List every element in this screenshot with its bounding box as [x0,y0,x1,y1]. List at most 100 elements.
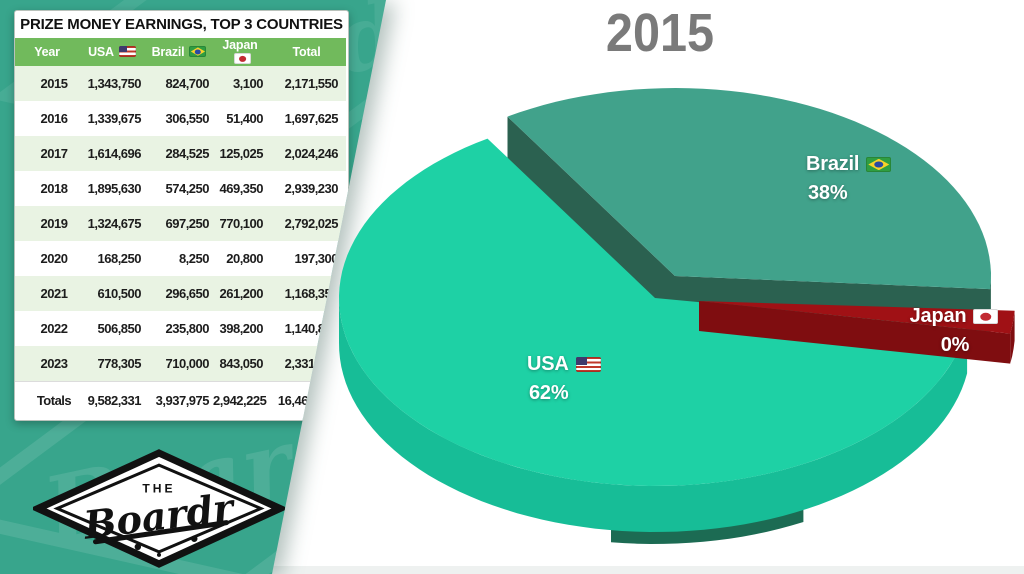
flag-usa-icon [118,46,136,57]
totals-value-cell: 9,582,331 [79,381,145,418]
year-cell: 2016 [40,111,68,126]
totals-label-cell: Totals [15,381,79,418]
table-row-2015: 2015 1,343,750 824,700 3,100 2,171,550 [15,66,346,101]
flag-brazil-icon [866,157,892,172]
year-cell: 2020 [40,251,68,266]
pie-label-brazil: Brazil 38% [806,150,916,208]
column-header-brazil: Brazil [145,38,213,66]
year-cell: 2019 [15,206,79,241]
skateboard-wheel-icon [191,535,198,542]
column-header-label: Year [34,45,60,59]
value-cell: 843,050 [213,346,267,382]
pie-label-name: USA [527,350,637,379]
table-row-2019: 2019 1,324,675 697,250 770,100 2,792,025 [15,206,346,241]
value-cell: 610,500 [79,276,145,311]
boardr-logo: THE Boardr [33,449,285,568]
logo-diamond-inner [53,463,265,554]
value-cell: 168,250 [97,251,142,266]
totals-value-cell: 2,942,225 [213,381,267,418]
pie-slice-japan-cut-face [699,301,1011,364]
logo-dot [156,552,162,557]
value-cell: 125,025 [213,136,267,171]
value-cell: 2,939,230 [284,181,339,196]
value-cell: 574,250 [165,181,210,196]
value-cell: 469,350 [219,181,264,196]
value-cell: 697,250 [145,206,213,241]
value-cell: 506,850 [97,321,142,336]
logo-diamond-outer [33,449,285,568]
year-cell: 2022 [40,321,68,336]
column-header-usa: USA [79,38,145,66]
bottom-strip [0,566,1024,574]
value-cell: 1,697,625 [284,111,339,126]
flag-usa-icon [575,357,601,372]
value-cell: 51,400 [226,111,263,126]
table-row-2016: 2016 1,339,675 306,550 51,400 1,697,625 [15,101,346,136]
value-cell: 2,792,025 [267,206,346,241]
pie-label-country: Japan [909,305,967,327]
value-cell: 2,024,246 [267,136,346,171]
value-cell: 1,614,696 [79,136,145,171]
chart-year-title: 2015 [605,3,715,63]
value-cell: 1,339,675 [87,111,142,126]
pie-label-percent: 62% [529,382,569,404]
pie-label-country: Brazil [806,153,860,175]
value-cell: 778,305 [79,346,145,382]
value-cell: 1,324,675 [79,206,145,241]
value-cell: 306,550 [165,111,210,126]
skateboard-wheel-icon [134,543,142,551]
value-cell: 710,000 [145,346,213,382]
pie-slice-japan [699,301,1015,334]
table-row-2021: 2021 610,500 296,650 261,200 1,168,350 [15,276,346,311]
value-cell: 1,895,630 [87,181,142,196]
value-cell: 1,343,750 [79,66,145,101]
pie-slice-japan-rim [1010,310,1015,364]
totals-value-cell: 3,937,975 [145,381,213,418]
year-cell: 2015 [15,66,79,101]
pie-slice-usa-rim [339,296,968,532]
column-header-total: Total [267,38,346,66]
pie-label-percent: 38% [808,182,848,204]
table-row-2018: 2018 1,895,630 574,250 469,350 2,939,230 [15,171,346,206]
year-cell: 2021 [15,276,79,311]
value-cell: 2,171,550 [267,66,346,101]
table-title: PRIZE MONEY EARNINGS, TOP 3 COUNTRIES [20,16,343,33]
column-header-label: Total [292,45,321,59]
flag-japan-icon [973,309,999,324]
pie-label-usa: USA 62% [527,350,637,408]
column-header-label: Japan [222,38,258,52]
value-cell: 398,200 [219,321,264,336]
value-cell: 8,250 [178,251,210,266]
value-cell: 284,525 [145,136,213,171]
value-cell: 20,800 [226,251,263,266]
logo-the-text: THE [142,481,175,495]
value-cell: 770,100 [213,206,267,241]
pie-slice-usa [339,138,968,486]
table-header-row: Year USA Brazil Japan Total [15,38,346,66]
value-cell: 261,200 [213,276,267,311]
year-cell: 2017 [15,136,79,171]
logo-skateboard-icon [92,520,230,545]
flag-brazil-icon [189,46,207,57]
value-cell: 235,800 [165,321,210,336]
column-header-label: USA [88,45,114,59]
watermark-diamond [0,324,386,574]
column-header-label: Brazil [151,45,185,59]
column-header-japan: Japan [213,38,267,66]
pie-slice-brazil [507,88,991,290]
pie-label-name: Japan [898,302,1010,331]
table-row-2020: 2020 168,250 8,250 20,800 197,300 [15,241,346,276]
flag-japan-icon [234,53,251,64]
pie-label-percent: 0% [940,334,970,356]
table-row-2017: 2017 1,614,696 284,525 125,025 2,024,246 [15,136,346,171]
column-header-year: Year [15,38,79,66]
value-cell: 197,300 [294,251,339,266]
year-cell: 2018 [40,181,68,196]
pie-label-name: Brazil [806,150,916,179]
value-cell: 824,700 [145,66,213,101]
year-cell: 2023 [15,346,79,382]
pie-slice-brazil-cut-face [507,116,675,322]
